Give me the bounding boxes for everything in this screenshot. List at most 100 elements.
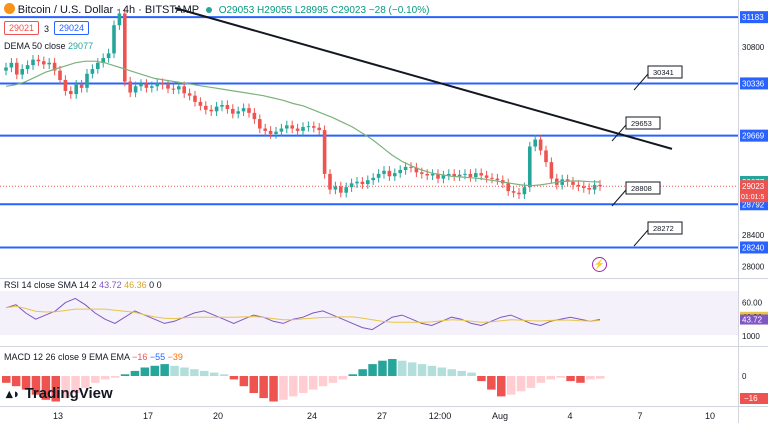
candle-body	[463, 173, 467, 175]
macd-histogram-bar	[516, 376, 526, 392]
candle-body	[312, 126, 316, 128]
tradingview-logo: ▴◗ TradingView	[6, 385, 113, 402]
candle-body	[414, 167, 419, 173]
candle-body	[468, 173, 473, 178]
macd-legend: MACD 12 26 close 9 EMA EMA −16 −55 −39	[4, 352, 183, 362]
dema-label: DEMA 50 close	[4, 41, 66, 51]
time-tick: 4	[567, 411, 572, 421]
candle-body	[279, 128, 284, 132]
bitcoin-icon	[4, 3, 15, 14]
rsi-tick: 43.72	[742, 316, 763, 325]
candle-body	[47, 62, 51, 65]
macd-histogram-bar	[447, 369, 456, 376]
macd-histogram-bar	[239, 376, 249, 387]
candle-body	[549, 162, 554, 179]
candle-body	[182, 86, 186, 94]
macd-histogram-bar	[81, 376, 90, 388]
candle-body	[398, 170, 402, 174]
macd-histogram-bar	[190, 369, 199, 376]
candle-body	[538, 139, 543, 151]
candle-body	[198, 101, 203, 106]
macd-histogram-bar	[398, 360, 407, 376]
candle-body	[69, 90, 73, 95]
candle-body	[290, 125, 294, 129]
sell-button[interactable]: 29021	[4, 21, 40, 35]
candle-body	[598, 184, 602, 187]
candle-body	[36, 59, 41, 62]
macd-histogram-bar	[269, 376, 278, 402]
candle-body	[522, 187, 527, 195]
candle-body	[571, 181, 575, 185]
macd-histogram-bar	[388, 359, 397, 376]
candle-body	[544, 150, 548, 163]
macd-histogram-bar	[130, 370, 140, 376]
candle-body	[344, 187, 348, 193]
time-tick: 17	[143, 411, 153, 421]
candle-body	[484, 175, 489, 178]
candle-body	[528, 146, 532, 188]
macd-histogram-bar	[328, 376, 338, 383]
macd-histogram-bar	[140, 367, 150, 376]
candle-body	[495, 178, 500, 181]
candle-body	[247, 108, 251, 113]
buy-button[interactable]: 29024	[54, 21, 90, 35]
macd-histogram-bar	[249, 376, 258, 393]
candle-body	[533, 139, 537, 147]
candle-body	[393, 173, 397, 177]
candle-body	[274, 131, 278, 134]
price-tick: 30800	[742, 43, 765, 52]
candle-body	[506, 183, 510, 192]
candle-body	[231, 108, 235, 114]
level-price-tag	[740, 129, 768, 142]
time-tick: 27	[377, 411, 387, 421]
candle-body	[258, 119, 262, 129]
macd-histogram-bar	[21, 376, 31, 390]
candle-body	[306, 126, 311, 128]
level-price-tag	[740, 241, 768, 254]
candle-body	[263, 128, 267, 131]
level-price-label: 29669	[742, 132, 765, 141]
macd-histogram-bar	[368, 364, 377, 376]
macd-histogram-bar	[289, 376, 298, 397]
candle-body	[25, 65, 30, 70]
candle-body	[90, 69, 95, 74]
candle-body	[441, 175, 446, 179]
macd-histogram-bar	[427, 365, 437, 376]
candle-body	[166, 84, 170, 89]
macd-histogram-bar	[487, 376, 496, 390]
candle-body	[285, 125, 289, 129]
candle-body	[139, 83, 143, 87]
macd-label: MACD 12 26 close 9 EMA EMA	[4, 352, 130, 362]
lightning-icon[interactable]: ⚡	[592, 257, 607, 272]
candle-body	[63, 80, 68, 91]
candle-body	[79, 84, 84, 88]
candle-body	[52, 62, 57, 71]
macd-histogram-bar	[477, 376, 486, 382]
macd-histogram-bar	[51, 376, 60, 402]
macd-tick: −16	[744, 394, 758, 403]
macd-histogram-bar	[219, 374, 229, 376]
time-tick: Aug	[492, 411, 508, 421]
macd-histogram-bar	[457, 370, 466, 376]
candle-body	[452, 173, 456, 177]
candle-body	[517, 192, 521, 195]
candle-body	[576, 184, 581, 187]
candle-body	[409, 166, 413, 168]
rsi-tick: 60.00	[742, 299, 763, 308]
candle-body	[204, 105, 208, 110]
symbol-header: Bitcoin / U.S. Dollar · 4h · BITSTAMP O2…	[4, 3, 429, 16]
candle-body	[144, 83, 149, 88]
rsi-line	[5, 297, 601, 331]
candle-body	[457, 174, 462, 177]
macd-histogram-bar	[556, 376, 565, 378]
macd-histogram-bar	[348, 374, 357, 376]
candle-body	[236, 111, 240, 114]
candle-body	[177, 86, 181, 90]
brand-label: TradingView	[24, 385, 113, 402]
candle-body	[317, 127, 321, 131]
macd-histogram-bar	[536, 376, 546, 383]
spread-value: 3	[44, 24, 50, 34]
callout-label: 29653	[631, 119, 652, 128]
